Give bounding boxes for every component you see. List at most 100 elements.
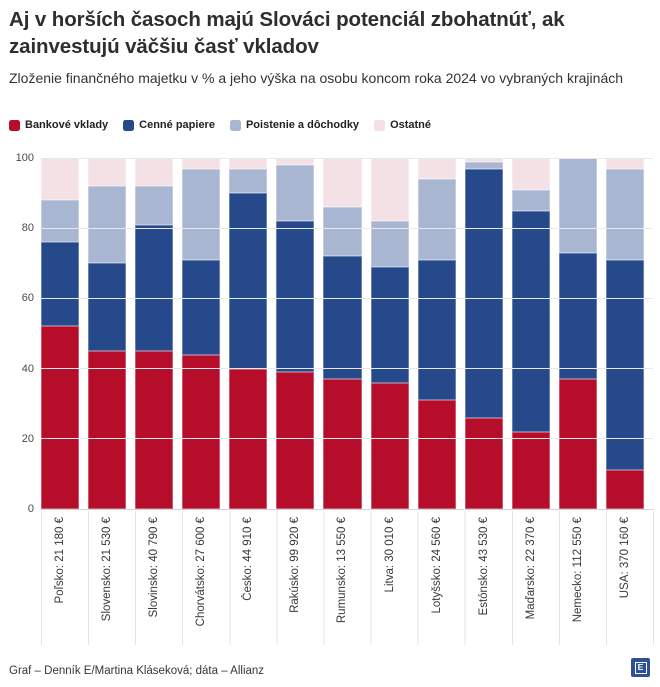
x-axis-label: Chorvátsko: 27 600 € (195, 517, 208, 627)
bar-segment[interactable] (229, 158, 268, 169)
bar-segment[interactable] (370, 158, 409, 222)
x-axis-label: Slovinsko: 40 790 € (148, 517, 161, 618)
dennik-e-logo[interactable]: E (631, 658, 650, 677)
bar-estónsko (464, 158, 503, 509)
x-axis-label: Rakúsko: 99 920 € (289, 517, 302, 613)
legend-swatch-icon (123, 119, 135, 131)
y-tick-label-40: 40 (21, 362, 34, 375)
bar-segment[interactable] (229, 193, 268, 369)
bar-segment[interactable] (41, 242, 80, 327)
bar-segment[interactable] (323, 379, 362, 509)
bar-segment[interactable] (88, 186, 127, 264)
bar-litva (370, 158, 409, 509)
gridline-20 (40, 438, 653, 440)
bar-segment[interactable] (182, 259, 221, 355)
bar-segment[interactable] (41, 326, 80, 509)
bar-segment[interactable] (182, 158, 221, 169)
bar-nemecko (558, 158, 597, 509)
y-tick-label-20: 20 (21, 432, 34, 445)
x-axis-label-strip: Poľsko: 21 180 € Slovensko: 21 530 € Slovi… (41, 511, 655, 645)
y-tick-label-60: 60 (21, 292, 34, 305)
x-axis-label: Slovensko: 21 530 € (101, 517, 114, 622)
bar-segment[interactable] (511, 210, 550, 432)
bar-segment[interactable] (323, 207, 362, 257)
bar-segment[interactable] (464, 417, 503, 509)
bar-segment[interactable] (276, 372, 315, 509)
legend-label: Ostatné (390, 119, 432, 131)
bar-rakúsko (276, 158, 315, 509)
bar-česko (229, 158, 268, 509)
bar-segment[interactable] (417, 259, 456, 401)
bar-segment[interactable] (511, 189, 550, 211)
bar-segment[interactable] (605, 168, 645, 260)
bar-segment[interactable] (135, 224, 174, 352)
legend-item-3: Poistenie a dôchodky (229, 119, 360, 131)
bar-segment[interactable] (135, 158, 174, 187)
bar-segment[interactable] (276, 165, 315, 222)
bar-segment[interactable] (88, 351, 127, 509)
bar-segment[interactable] (558, 252, 597, 380)
bar-slovinsko (135, 158, 174, 509)
chart-title: Aj v horších časoch majú Slováci potenci… (9, 8, 565, 59)
bar-segment[interactable] (135, 351, 174, 509)
bar-segment[interactable] (182, 354, 221, 509)
gridline-40 (40, 368, 653, 370)
bar-segment[interactable] (135, 186, 174, 225)
bar-segment[interactable] (370, 221, 409, 267)
y-tick-label-100: 100 (15, 152, 34, 164)
legend-item-4: Ostatné (374, 119, 431, 131)
bar-segment[interactable] (276, 158, 315, 166)
y-tick-label-80: 80 (21, 222, 34, 235)
bar-segment[interactable] (323, 256, 362, 380)
bar-segment[interactable] (323, 158, 362, 208)
gridline-80 (40, 227, 653, 229)
chart-subtitle: Zloženie finančného majetku v % a jeho v… (9, 70, 624, 86)
bar-segment[interactable] (182, 168, 221, 260)
gridline-100 (40, 157, 653, 159)
bar-segment[interactable] (558, 158, 597, 253)
legend-label: Bankové vklady (25, 119, 109, 131)
bar-segment[interactable] (370, 382, 409, 509)
x-axis-label: Rumunsko: 13 550 € (336, 517, 349, 624)
logo-frame: E (634, 661, 647, 674)
bar-segment[interactable] (417, 400, 456, 509)
bar-segment[interactable] (370, 266, 409, 383)
bar-usa (605, 158, 645, 509)
x-axis-label: Česko: 44 910 € (242, 517, 255, 601)
legend-item-2: Cenné papiere (123, 119, 215, 131)
legend-swatch-icon (9, 119, 20, 131)
bar-segment[interactable] (41, 158, 80, 201)
bars-container (41, 158, 645, 509)
bar-segment[interactable] (88, 158, 127, 187)
x-axis-label: Lotyšsko: 24 560 € (430, 517, 443, 614)
bar-lotyšsko (417, 158, 456, 509)
x-axis-label: Poľsko: 21 180 € (54, 517, 66, 604)
bar-slovensko (88, 158, 127, 509)
bar-segment[interactable] (417, 179, 456, 260)
bar-chorvátsko (182, 158, 221, 509)
legend-swatch-icon (374, 119, 386, 131)
plot-area: 0 20 40 60 80 100 (0, 152, 660, 515)
bar-segment[interactable] (605, 158, 645, 169)
bar-segment[interactable] (511, 158, 550, 190)
legend-swatch-icon (229, 119, 241, 131)
bar-segment[interactable] (417, 158, 456, 180)
bar-segment[interactable] (88, 263, 127, 352)
bar-segment[interactable] (464, 168, 503, 418)
y-tick-label-0: 0 (27, 503, 34, 515)
bar-segment[interactable] (558, 379, 597, 509)
legend-label: Cenné papiere (139, 119, 215, 131)
bar-segment[interactable] (276, 221, 315, 373)
bar-segment[interactable] (464, 158, 503, 162)
bar-segment[interactable] (229, 168, 268, 194)
credit-text: Graf – Denník E/Martina Kláseková; dáta … (9, 665, 265, 677)
bar-poľsko (41, 158, 80, 509)
legend-label: Poistenie a dôchodky (245, 119, 360, 131)
bar-segment[interactable] (605, 470, 645, 509)
bar-segment[interactable] (511, 431, 550, 509)
bar-segment[interactable] (464, 161, 503, 169)
x-axis-label: Estónsko: 43 530 € (477, 517, 490, 616)
bar-segment[interactable] (41, 200, 80, 243)
bar-segment[interactable] (605, 259, 645, 471)
